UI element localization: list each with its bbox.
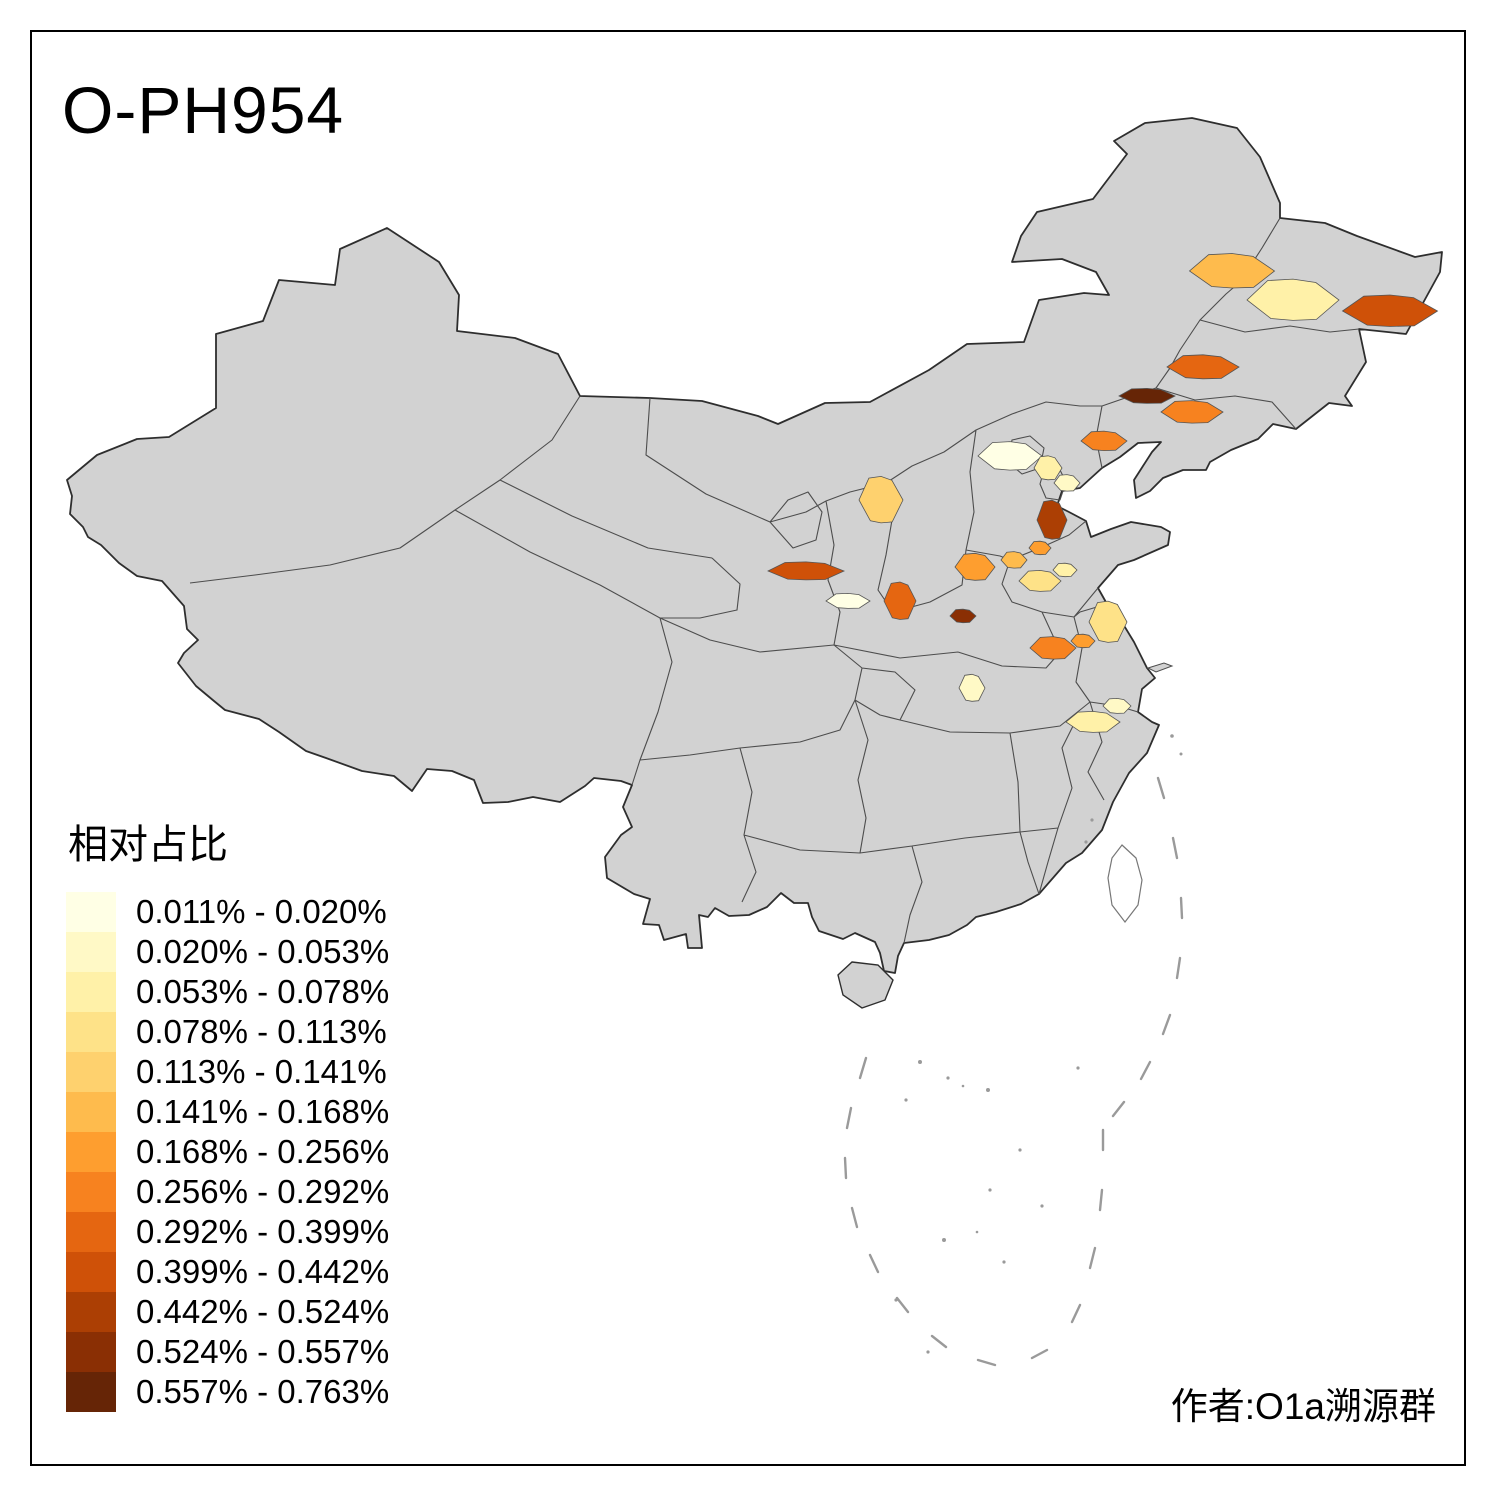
yangtze-estuary-island xyxy=(1146,662,1174,673)
map-region-heilongjiang-far-east xyxy=(1341,294,1439,327)
taiwan-island xyxy=(1107,844,1143,923)
legend-row: 0.141% - 0.168% xyxy=(66,1092,496,1132)
map-region-shandong-central-pale xyxy=(1018,569,1062,592)
map-region-shandong-west-dark xyxy=(1036,499,1068,540)
legend-bin-label: 0.524% - 0.557% xyxy=(136,1333,390,1370)
map-region-jiangsu-southeast xyxy=(1102,697,1132,714)
author-credit: 作者:O1a溯源群 xyxy=(1170,1386,1436,1427)
legend-swatch xyxy=(66,1092,116,1132)
legend-swatch xyxy=(66,972,116,1012)
legend-bin-label: 0.442% - 0.524% xyxy=(136,1293,390,1330)
legend-bin-label: 0.141% - 0.168% xyxy=(136,1093,390,1130)
legend-row: 0.168% - 0.256% xyxy=(66,1132,496,1172)
map-region-shaanxi-central xyxy=(883,581,917,620)
legend-swatch xyxy=(66,1372,116,1412)
map-region-hebei-south-orange xyxy=(954,552,996,581)
map-region-jilin-south xyxy=(1160,400,1224,424)
country-outline xyxy=(66,117,1443,974)
legend: 相对占比 0.011% - 0.020% 0.020% - 0.053% 0.053… xyxy=(66,812,496,1412)
legend-row: 0.557% - 0.763% xyxy=(66,1372,496,1412)
legend-swatch xyxy=(66,932,116,972)
page-title: O-PH954 xyxy=(62,73,345,147)
colored-regions-layer xyxy=(767,253,1439,733)
legend-bin-label: 0.053% - 0.078% xyxy=(136,973,390,1010)
map-region-heilongjiang-central xyxy=(1188,253,1276,289)
map-region-beijing-area-pale-1 xyxy=(1033,455,1063,481)
province-borders xyxy=(189,217,1360,944)
legend-row: 0.113% - 0.141% xyxy=(66,1052,496,1092)
south-china-sea-dash-line xyxy=(843,776,1184,1367)
map-region-anhui-northeast xyxy=(1070,633,1096,649)
map-region-gansu-east-band xyxy=(767,561,846,581)
legend-bin-label: 0.011% - 0.020% xyxy=(136,893,387,930)
legend-bin-label: 0.399% - 0.442% xyxy=(136,1253,390,1290)
map-region-gansu-cream xyxy=(825,592,871,609)
map-region-henan-west-dark xyxy=(949,608,977,624)
legend-row: 0.078% - 0.113% xyxy=(66,1012,496,1052)
legend-swatch xyxy=(66,1292,116,1332)
legend-bin-label: 0.256% - 0.292% xyxy=(136,1173,390,1210)
hainan-island xyxy=(837,961,894,1009)
map-region-anhui-north-orange xyxy=(1029,636,1077,660)
legend-bin-label: 0.557% - 0.763% xyxy=(136,1373,390,1410)
legend-row: 0.442% - 0.524% xyxy=(66,1292,496,1332)
map-region-shanxi-center xyxy=(858,475,904,524)
map-region-shandong-small-orange xyxy=(1028,540,1052,556)
map-region-shandong-east-pale xyxy=(1052,562,1078,578)
map-region-liaoning xyxy=(1080,430,1128,452)
legend-swatch xyxy=(66,1052,116,1092)
legend-swatch xyxy=(66,1172,116,1212)
map-region-jilin-darkbrown xyxy=(1118,387,1176,404)
legend-row: 0.020% - 0.053% xyxy=(66,932,496,972)
legend-row: 0.524% - 0.557% xyxy=(66,1332,496,1372)
legend-swatch xyxy=(66,892,116,932)
map-region-hebei-northwest-cream xyxy=(977,441,1043,471)
legend-rows: 0.011% - 0.020% 0.020% - 0.053% 0.053% - 0… xyxy=(66,892,496,1412)
map-region-jilin-north xyxy=(1166,354,1240,380)
map-region-jiangsu-north-strip xyxy=(1088,600,1128,643)
legend-row: 0.053% - 0.078% xyxy=(66,972,496,1012)
legend-bin-label: 0.292% - 0.399% xyxy=(136,1213,390,1250)
map-region-jiangsu-south-pale xyxy=(1065,710,1121,733)
legend-row: 0.011% - 0.020% xyxy=(66,892,496,932)
legend-title: 相对占比 xyxy=(68,823,228,867)
map-region-beijing-area-pale-2 xyxy=(1053,474,1081,492)
legend-swatch xyxy=(66,1212,116,1252)
legend-bin-label: 0.113% - 0.141% xyxy=(136,1053,387,1090)
map-region-shandong-northwest xyxy=(1000,551,1028,569)
legend-swatch xyxy=(66,1332,116,1372)
legend-swatch xyxy=(66,1252,116,1292)
legend-row: 0.292% - 0.399% xyxy=(66,1212,496,1252)
legend-bin-label: 0.020% - 0.053% xyxy=(136,933,390,970)
map-region-heilongjiang-east-pale xyxy=(1246,278,1340,321)
legend-row: 0.256% - 0.292% xyxy=(66,1172,496,1212)
map-region-hubei-pale xyxy=(958,673,986,702)
islets-group xyxy=(894,734,1183,1354)
legend-row: 0.399% - 0.442% xyxy=(66,1252,496,1292)
legend-bin-label: 0.078% - 0.113% xyxy=(136,1013,387,1050)
islands-group xyxy=(837,662,1174,1009)
legend-bin-label: 0.168% - 0.256% xyxy=(136,1133,390,1170)
legend-swatch xyxy=(66,1012,116,1052)
figure-frame xyxy=(30,30,1466,1466)
legend-swatch xyxy=(66,1132,116,1172)
